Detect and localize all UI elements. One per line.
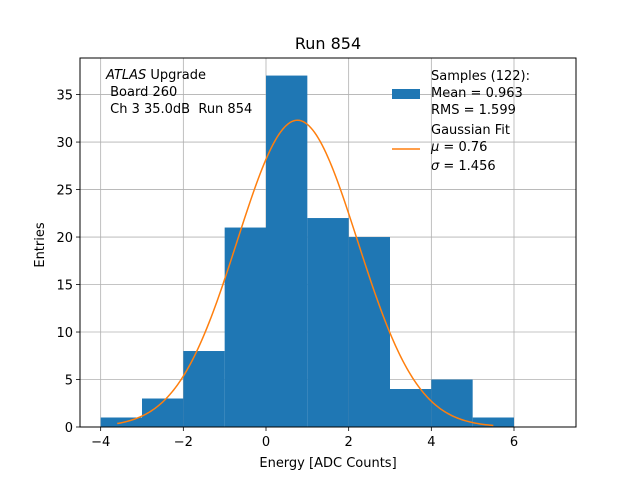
gaussian-fit — [117, 119, 494, 427]
legend-mu-symbol: μ — [430, 140, 439, 155]
legend-samples-line-3: RMS = 1.599 — [431, 103, 516, 118]
legend: Samples (122): Mean = 0.963 RMS = 1.599 … — [392, 69, 530, 174]
annotation-upgrade: Upgrade — [146, 68, 206, 83]
grid-lines — [80, 58, 576, 428]
legend-samples-line-1: Samples (122): — [431, 69, 530, 84]
gaussian-fit-curve — [117, 119, 494, 427]
x-axis-label: Energy [ADC Counts] — [259, 456, 396, 471]
y-axis-label: Entries — [33, 222, 48, 268]
histogram-bar — [431, 379, 473, 427]
annotation-line-1: ATLAS Upgrade — [105, 68, 206, 83]
legend-fit-mu: μ = 0.76 — [430, 140, 487, 155]
chart-title: Run 854 — [295, 34, 361, 53]
histogram-bar — [390, 389, 432, 427]
annotation-line-2: Board 260 — [106, 85, 177, 100]
histogram-bar — [224, 227, 266, 427]
legend-samples-line-2: Mean = 0.963 — [431, 86, 523, 101]
plot-frame — [79, 57, 577, 428]
x-tick-label: 2 — [345, 435, 353, 450]
y-tick-label: 30 — [56, 136, 73, 151]
y-tick-label: 25 — [56, 184, 73, 199]
legend-fit-sigma: σ = 1.456 — [431, 159, 496, 174]
y-tick-label: 35 — [56, 89, 73, 104]
legend-samples-swatch — [392, 89, 420, 99]
x-tick-label: 0 — [262, 435, 270, 450]
legend-fit-line-1: Gaussian Fit — [431, 123, 510, 138]
y-tick-label: 0 — [65, 421, 73, 436]
atlas-annotation: ATLAS Upgrade Board 260 Ch 3 35.0dB Run … — [105, 68, 252, 117]
y-tick-label: 20 — [56, 231, 73, 246]
y-tick-label: 10 — [56, 326, 73, 341]
histogram-bar — [266, 75, 308, 428]
annotation-line-3: Ch 3 35.0dB Run 854 — [106, 102, 252, 117]
x-tick-label: −4 — [91, 435, 110, 450]
legend-sigma-value: = 1.456 — [439, 159, 495, 174]
y-tick-label: 5 — [65, 374, 73, 389]
axis-ticks: −4 −2 0 2 4 6 0 5 10 15 20 25 30 35 — [56, 89, 518, 450]
histogram-bar — [348, 237, 390, 427]
histogram-bar — [307, 218, 349, 427]
y-tick-label: 15 — [56, 279, 73, 294]
annotation-atlas: ATLAS — [105, 68, 146, 83]
legend-sigma-symbol: σ — [431, 159, 440, 174]
histogram-bar — [183, 351, 225, 427]
histogram-bar — [472, 417, 514, 427]
x-tick-label: 6 — [510, 435, 518, 450]
x-tick-label: −2 — [174, 435, 193, 450]
x-tick-label: 4 — [427, 435, 435, 450]
legend-mu-value: = 0.76 — [439, 140, 487, 155]
